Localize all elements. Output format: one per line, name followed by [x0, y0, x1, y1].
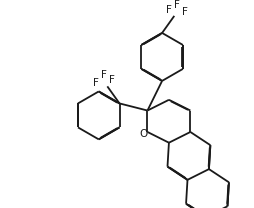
Text: F: F [109, 75, 115, 85]
Text: F: F [165, 5, 171, 15]
Text: F: F [93, 78, 99, 88]
Text: F: F [173, 0, 179, 10]
Text: F: F [100, 70, 106, 80]
Text: O: O [139, 129, 147, 139]
Text: F: F [181, 7, 187, 17]
